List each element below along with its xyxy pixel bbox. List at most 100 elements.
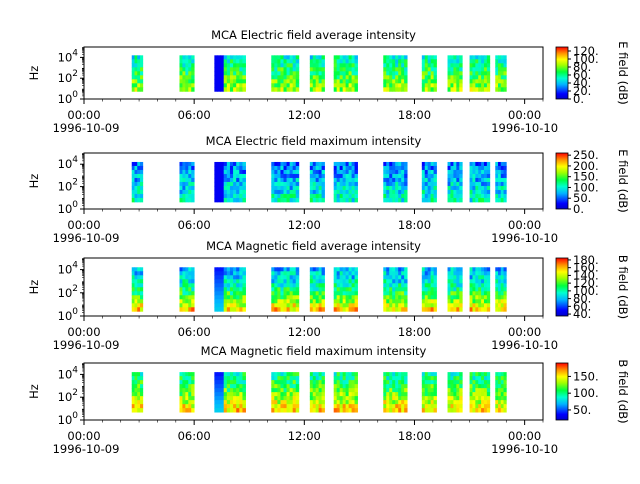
spectrogram-cell [395,287,399,292]
spectrogram-cell [427,404,432,409]
spectrogram-cell [226,384,231,389]
spectrogram-cell [280,161,284,167]
spectrogram-cell [309,287,314,292]
spectrogram-cell [309,408,314,413]
spectrogram-cell [472,181,476,187]
spectrogram-cell [424,271,429,276]
colorbar-tick-label: 200. [573,159,599,173]
colorbar [555,152,569,210]
spectrogram-cell [395,376,399,381]
x-date-label: 1996-10-10 [491,231,558,245]
spectrogram-cell [295,303,300,308]
spectrogram-cell [478,299,482,304]
spectrogram-cell [498,197,502,203]
spectrogram-cell [229,299,234,304]
spectrogram-cell [229,173,234,179]
spectrogram-cell [309,185,314,191]
spectrogram-cell [309,161,314,167]
spectrogram-cell [430,291,434,296]
spectrogram-cell [345,376,350,381]
spectrogram-cell [179,75,183,80]
spectrogram-cell [401,267,405,272]
spectrogram-cell [478,185,482,191]
spectrogram-cell [469,287,473,292]
spectrogram-cell [404,177,408,183]
spectrogram-cell [389,55,393,60]
spectrogram-cell [289,197,294,203]
spectrogram-cell [495,376,499,381]
spectrogram-cell [503,189,507,195]
spectrogram-cell [498,181,502,187]
spectrogram-cell [503,169,507,175]
spectrogram-cell [453,376,457,381]
spectrogram-block [333,161,358,203]
spectrogram-cell [140,173,144,179]
spectrogram-cell [450,177,454,183]
spectrogram-cell [386,83,390,88]
spectrogram-cell [453,295,457,300]
spectrogram-cell [475,303,479,308]
spectrogram-cell [137,388,141,393]
spectrogram-cell [233,392,237,397]
spectrogram-cell [453,63,457,68]
spectrogram-cell [469,295,473,300]
spectrogram-cell [309,279,314,284]
spectrogram-cell [223,83,228,88]
spectrogram-cell [456,177,460,183]
spectrogram-cell [424,63,429,68]
spectrogram-cell [295,169,300,175]
spectrogram-cell [401,287,405,292]
spectrogram-cell [404,299,408,304]
spectrogram-cell [292,287,297,292]
spectrogram-cell [401,63,405,68]
spectrogram-block [179,55,195,92]
spectrogram-cell [481,380,485,385]
spectrogram-cell [217,173,221,179]
spectrogram-cell [182,75,186,80]
spectrogram-cell [233,299,237,304]
spectrogram-cell [277,396,281,401]
spectrogram-cell [236,169,240,175]
spectrogram-cell [459,392,463,397]
spectrogram-cell [481,189,485,195]
spectrogram-cell [495,408,499,413]
spectrogram-cell [289,79,294,84]
spectrogram-cell [179,177,183,183]
spectrogram-cell [383,181,387,187]
spectrogram-cell [345,307,350,312]
spectrogram-cell [469,181,473,187]
spectrogram-cell [450,408,454,413]
spectrogram-cell [295,161,300,167]
spectrogram-cell [239,303,243,308]
spectrogram-cell [179,271,183,276]
spectrogram-cell [283,279,287,284]
spectrogram-cell [236,392,240,397]
spectrogram-cell [321,165,325,171]
spectrogram-cell [481,299,485,304]
spectrogram-cell [280,173,284,179]
spectrogram-cell [233,404,237,409]
spectrogram-cell [214,83,218,88]
spectrogram-cell [427,396,432,401]
spectrogram-cell [229,83,234,88]
spectrogram-cell [345,59,350,64]
spectrogram-cell [217,283,221,288]
spectrogram-cell [450,189,454,195]
spectrogram-cell [309,59,314,64]
spectrogram-cell [140,267,144,272]
spectrogram-cell [345,75,350,80]
spectrogram-cell [220,291,225,296]
spectrogram-cell [312,185,317,191]
spectrogram-cell [295,404,300,409]
y-tick-label: 102 [58,69,78,85]
spectrogram-cell [277,271,281,276]
spectrogram-cell [453,189,457,195]
spectrogram-cell [271,392,275,397]
spectrogram-cell [498,400,502,405]
spectrogram-cell [217,75,221,80]
colorbar-label: E field (dB) [616,149,630,213]
spectrogram-cell [277,197,281,203]
spectrogram-cell [421,267,426,272]
spectrogram-cell [424,388,429,393]
spectrogram-cell [481,303,485,308]
